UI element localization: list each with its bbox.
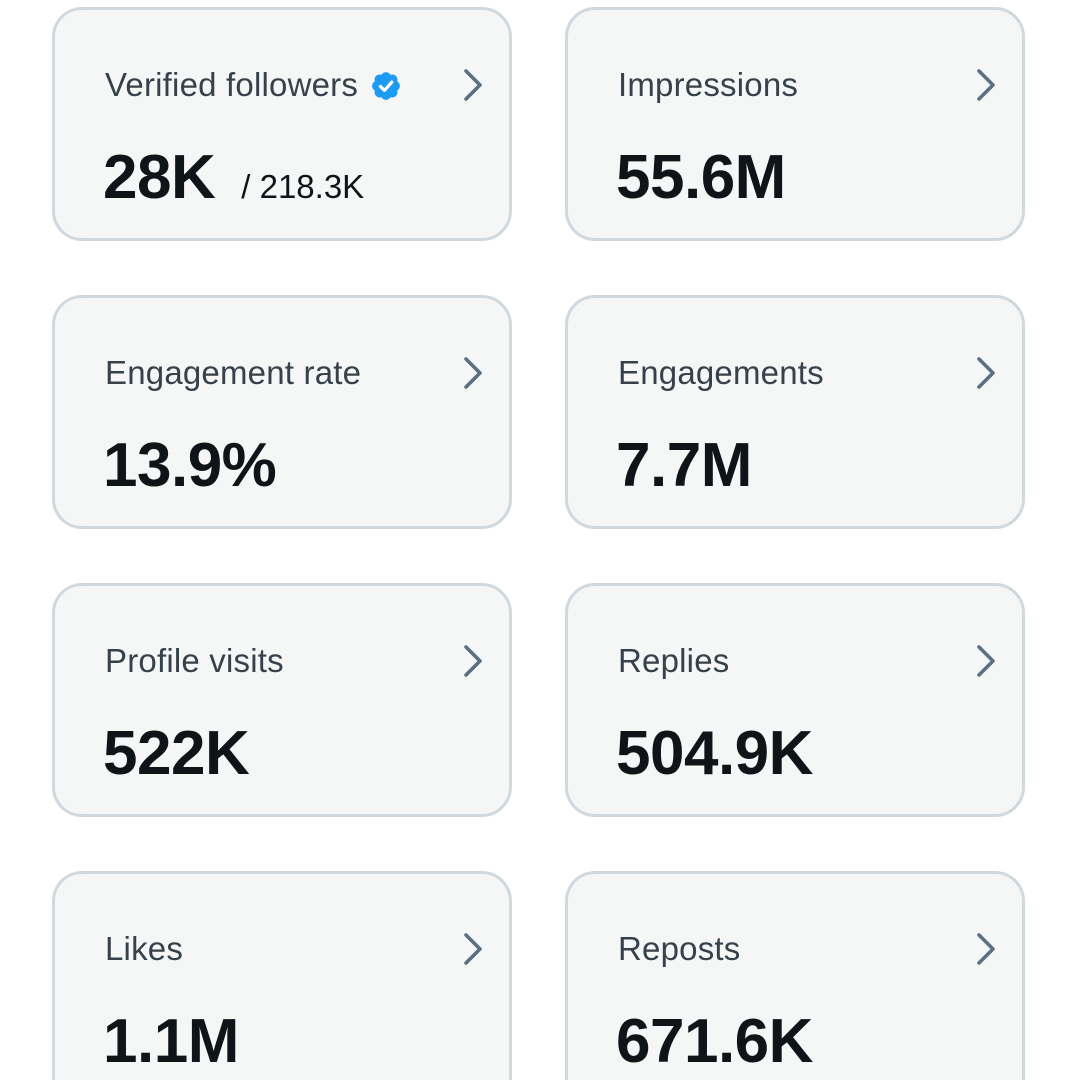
metric-value-row: 504.9K xyxy=(616,718,813,789)
metric-total-followers: / 218.3K xyxy=(241,168,365,205)
metric-value-row: 671.6K xyxy=(616,1006,813,1077)
metric-card-impressions[interactable]: Impressions 55.6M xyxy=(565,7,1025,241)
metric-label-wrap: Verified followers xyxy=(105,66,402,104)
metric-card-profile-visits[interactable]: Profile visits 522K xyxy=(52,583,512,817)
metric-label: Engagements xyxy=(618,354,824,391)
metric-label: Impressions xyxy=(618,66,799,103)
metric-card-verified-followers[interactable]: Verified followers 28K / 218.3K xyxy=(52,7,512,241)
metric-value: 522K xyxy=(103,719,250,788)
metric-card-reposts[interactable]: Reposts 671.6K xyxy=(565,871,1025,1080)
metric-value: 504.9K xyxy=(616,719,813,788)
metric-value: 1.1M xyxy=(103,1007,239,1076)
metric-value: 13.9% xyxy=(103,431,277,500)
metric-value-row: 1.1M xyxy=(103,1006,239,1077)
chevron-right-icon xyxy=(977,357,995,389)
metric-label: Replies xyxy=(618,642,730,679)
metric-value-row: 522K xyxy=(103,718,250,789)
chevron-right-icon xyxy=(464,69,482,101)
metric-value: 7.7M xyxy=(616,431,752,500)
metric-value: 55.6M xyxy=(616,143,786,212)
metric-card-replies[interactable]: Replies 504.9K xyxy=(565,583,1025,817)
chevron-right-icon xyxy=(464,933,482,965)
metric-value: 28K xyxy=(103,143,216,212)
metric-value-row: 7.7M xyxy=(616,430,752,501)
chevron-right-icon xyxy=(977,933,995,965)
metric-value: 671.6K xyxy=(616,1007,813,1076)
metric-label: Verified followers xyxy=(105,66,359,103)
metric-value-row: 28K / 218.3K xyxy=(103,142,364,213)
metric-value-row: 13.9% xyxy=(103,430,277,501)
metric-value-row: 55.6M xyxy=(616,142,786,213)
chevron-right-icon xyxy=(464,357,482,389)
metric-label: Engagement rate xyxy=(105,354,362,391)
metric-card-engagements[interactable]: Engagements 7.7M xyxy=(565,295,1025,529)
chevron-right-icon xyxy=(464,645,482,677)
metric-label: Reposts xyxy=(618,930,741,967)
metric-label: Likes xyxy=(105,930,184,967)
chevron-right-icon xyxy=(977,645,995,677)
metric-card-engagement-rate[interactable]: Engagement rate 13.9% xyxy=(52,295,512,529)
verified-badge-icon xyxy=(372,72,400,100)
metric-label: Profile visits xyxy=(105,642,284,679)
chevron-right-icon xyxy=(977,69,995,101)
metric-card-likes[interactable]: Likes 1.1M xyxy=(52,871,512,1080)
